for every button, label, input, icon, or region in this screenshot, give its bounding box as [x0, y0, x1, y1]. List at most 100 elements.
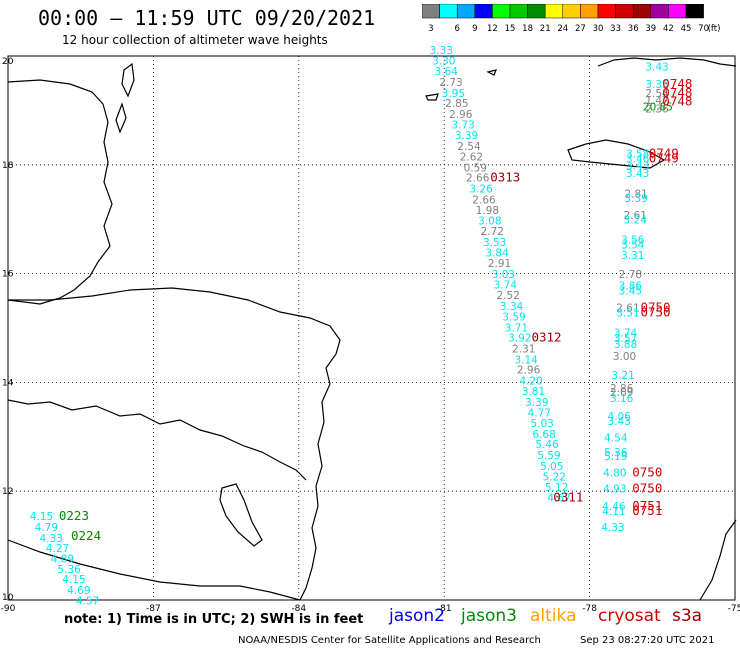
wave-height-value: 4.67	[547, 493, 570, 505]
legend-tick-label: 3	[428, 24, 433, 34]
legend-tick-label: 30	[593, 24, 604, 34]
wave-height-value: 2.69	[610, 387, 633, 399]
grid-layer	[7, 55, 736, 601]
units-note: note: 1) Time is in UTC; 2) SWH is in fe…	[64, 612, 364, 627]
wave-height-value: 2.54	[457, 141, 481, 153]
wave-height-value: 2.31	[512, 343, 535, 355]
lon-tick-label: -87	[146, 604, 161, 614]
page-title: 00:00 – 11:59 UTC 09/20/2021	[38, 6, 376, 30]
wave-height-value: 4.80	[603, 468, 626, 480]
satellite-label-cryosat: cryosat	[598, 606, 661, 626]
coastline-yucatan-inner	[115, 102, 127, 134]
satellite-label-jason2: jason2	[389, 606, 445, 626]
wave-height-value: 4.93	[603, 483, 626, 495]
wave-height-value: 3.26	[469, 184, 493, 196]
wave-height-value: 3.39	[455, 130, 478, 142]
lat-tick-label: 20	[2, 57, 14, 67]
wave-height-value: 2.66	[466, 173, 490, 185]
wave-height-value: 4.79	[35, 522, 58, 534]
wave-height-value: 3.16	[610, 393, 634, 405]
wave-height-legend: 3 6 9 12 15 18 21 24 27 30 33 36 39 42 45 70(ft)	[422, 4, 721, 34]
wave-height-value: 2.96	[517, 365, 541, 377]
wave-height-value: 0.59	[464, 162, 487, 174]
wave-height-value: 3.03	[492, 269, 515, 281]
lake-nicaragua	[219, 483, 263, 547]
wave-height-value: 3.46	[626, 154, 650, 166]
coastline-gulf-fonseca	[7, 539, 301, 601]
pass-time-label: 0751	[632, 498, 662, 513]
pass-time-label: 0311	[553, 490, 583, 505]
pass-time-label: 0750	[640, 300, 670, 315]
wave-height-value: 4.11	[602, 506, 625, 518]
pass-time-label: 0748	[662, 76, 692, 91]
pass-time-label: 0750	[640, 305, 670, 320]
wave-height-value: 4.54	[604, 433, 628, 445]
wave-height-value: 3.64	[435, 66, 459, 78]
wave-height-value: 3.39	[624, 193, 647, 205]
wave-height-value: 2.36	[645, 104, 669, 116]
pass-time-label: 0750	[632, 465, 662, 480]
legend-tick-label: 15	[505, 24, 516, 34]
wave-height-value: 2.86	[610, 383, 634, 395]
lat-tick-label: 16	[2, 270, 14, 280]
legend-unit: (ft)	[708, 24, 721, 34]
wave-height-value: 3.73	[451, 119, 474, 131]
wave-height-value: 2.72	[481, 226, 504, 238]
wave-height-value: 3.39	[525, 397, 548, 409]
legend-tick-label: 24	[557, 24, 568, 34]
lat-tick-label: 18	[2, 161, 14, 171]
wave-height-value: 5.05	[540, 461, 563, 473]
wave-height-value: 4.57	[76, 595, 99, 607]
wave-height-value: 3.34	[500, 301, 524, 313]
pass-time-label: 0223	[59, 508, 89, 523]
wave-height-value: 5.19	[604, 451, 627, 463]
lon-tick-label: -90	[1, 604, 16, 614]
wave-height-value: 3.45	[619, 285, 642, 297]
wave-height-value: 3.00	[613, 351, 636, 363]
wave-height-value: 2.54	[645, 88, 669, 100]
generated-timestamp: Sep 23 08:27:20 UTC 2021	[580, 635, 715, 646]
legend-tick-label: 18	[522, 24, 533, 34]
coastline-colombia	[699, 519, 737, 601]
wave-height-value: 5.59	[537, 450, 560, 462]
legend-tick-label: 42	[663, 24, 674, 34]
wave-height-value: 3.31	[621, 250, 644, 262]
pass-time-label: 0749	[649, 151, 679, 166]
pass-time-label: 0749	[649, 146, 679, 161]
wave-height-value: 4.20	[519, 376, 542, 388]
legend-tick-label: 9	[472, 24, 477, 34]
wave-height-value: 4.46	[602, 501, 626, 513]
pass-time-label: 0313	[490, 170, 520, 185]
lat-tick-label: 10	[2, 593, 14, 603]
legend-tick-label: 6	[454, 24, 459, 34]
legend-tick-label: 45	[681, 24, 692, 34]
coastline-cuba	[597, 57, 737, 67]
wave-height-value: 3.08	[478, 216, 501, 228]
wave-height-value: 3.57	[614, 333, 637, 345]
lon-tick-label: -81	[437, 604, 452, 614]
credit-line: NOAA/NESDIS Center for Satellite Applica…	[238, 635, 541, 646]
wave-height-value: 3.43	[608, 416, 631, 428]
wave-height-value: 4.69	[67, 585, 90, 597]
pass-time-label: 0748	[662, 85, 692, 100]
wave-height-value: 2.73	[439, 77, 462, 89]
wave-height-value: 4.33	[40, 533, 63, 545]
wave-height-value: 3.59	[502, 311, 525, 323]
wave-height-value: 3.86	[619, 280, 643, 292]
wave-height-value: 2.91	[488, 258, 511, 270]
wave-height-value: 3.43	[645, 62, 668, 74]
wave-height-value: 2.78	[619, 269, 642, 281]
wave-height-value: 3.54	[621, 240, 645, 252]
wave-height-value: 2.81	[624, 188, 647, 200]
wave-height-value: 5.46	[535, 439, 559, 451]
lon-tick-label: -78	[582, 604, 597, 614]
wave-height-value: 3.74	[494, 279, 518, 291]
wave-height-value: 5.03	[530, 418, 553, 430]
wave-height-value: 3.95	[442, 88, 465, 100]
coastline-jamaica	[567, 139, 666, 169]
satellite-label-altika: altika	[530, 606, 577, 626]
wave-height-value: 4.06	[608, 411, 632, 423]
wave-height-value: 1.98	[476, 205, 499, 217]
wave-height-value: 2.52	[497, 290, 520, 302]
wave-height-value: 4.15	[62, 574, 85, 586]
